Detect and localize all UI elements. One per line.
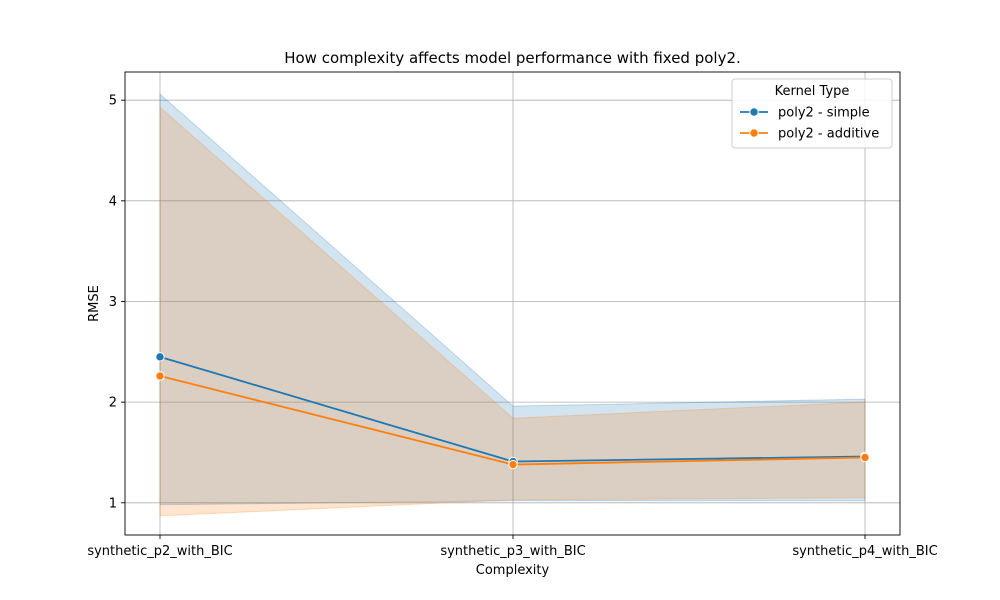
data-point bbox=[155, 352, 165, 362]
y-tick-label: 4 bbox=[109, 194, 117, 209]
y-tick-label: 3 bbox=[109, 295, 117, 310]
x-axis-label: Complexity bbox=[476, 563, 550, 578]
data-point bbox=[860, 452, 870, 463]
x-tick-label: synthetic_p3_with_BIC bbox=[440, 544, 585, 559]
y-axis: 1 2 3 4 5 bbox=[109, 94, 125, 511]
y-tick-label: 2 bbox=[109, 396, 117, 411]
legend-title: Kernel Type bbox=[775, 84, 850, 99]
confidence-band-2 bbox=[159, 106, 866, 517]
legend-label: poly2 - additive bbox=[778, 127, 879, 142]
confidence-band-1 bbox=[159, 93, 866, 506]
confidence-bands bbox=[159, 93, 866, 517]
x-axis: synthetic_p2_with_BIC synthetic_p3_with_B… bbox=[87, 535, 938, 559]
y-tick-label: 5 bbox=[109, 94, 117, 109]
y-axis-label: RMSE bbox=[87, 285, 102, 322]
legend-marker bbox=[749, 107, 759, 117]
legend: Kernel Type poly2 - simple poly2 - additi… bbox=[731, 78, 893, 149]
legend-box bbox=[731, 78, 893, 149]
plot-frame bbox=[124, 71, 901, 536]
data-point bbox=[508, 459, 518, 470]
x-tick-label: synthetic_p2_with_BIC bbox=[87, 544, 232, 559]
y-tick-label: 1 bbox=[109, 496, 117, 511]
legend-marker bbox=[749, 128, 759, 138]
legend-label: poly2 - simple bbox=[778, 106, 870, 121]
data-point bbox=[155, 371, 165, 381]
series-points bbox=[155, 352, 870, 470]
chart-title: How complexity affects model performance… bbox=[284, 49, 741, 67]
x-tick-label: synthetic_p4_with_BIC bbox=[792, 544, 937, 559]
